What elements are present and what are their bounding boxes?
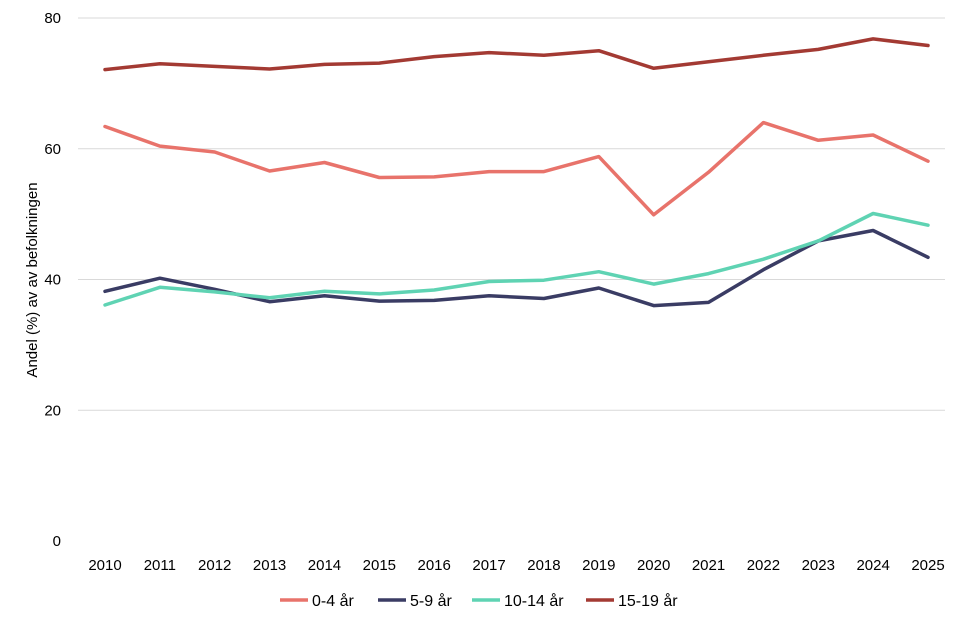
x-tick-label: 2018 — [527, 557, 560, 574]
legend-label: 10-14 år — [504, 592, 564, 610]
x-tick-label: 2023 — [802, 557, 835, 574]
series-line-3 — [103, 37, 930, 72]
legend-label: 0-4 år — [312, 592, 354, 610]
x-tick-label: 2015 — [363, 557, 396, 574]
x-tick-label: 2019 — [582, 557, 615, 574]
y-tick-label: 80 — [44, 10, 61, 27]
series-line-0 — [103, 120, 930, 217]
y-tick-label: 60 — [44, 141, 61, 158]
x-tick-label: 2010 — [88, 557, 121, 574]
x-tick-label: 2011 — [144, 557, 176, 574]
x-tick-label: 2012 — [198, 557, 231, 574]
series-line-2 — [103, 211, 930, 307]
x-tick-label: 2025 — [911, 557, 944, 574]
x-tick-label: 2017 — [472, 557, 505, 574]
x-tick-label: 2022 — [747, 557, 780, 574]
gridlines — [78, 17, 945, 411]
x-tick-label: 2013 — [253, 557, 286, 574]
legend: 0-4 år 5-9 år 10-14 år 15-19 år — [280, 592, 678, 610]
series-lines — [103, 37, 930, 308]
y-axis-title: Andel (%) av av befolkningen — [24, 182, 41, 377]
legend-label: 5-9 år — [410, 592, 452, 610]
x-tick-label: 2020 — [637, 557, 670, 574]
y-tick-label: 40 — [44, 272, 61, 289]
x-tick-label: 2014 — [308, 557, 341, 574]
x-tick-label: 2024 — [856, 557, 889, 574]
y-tick-label: 0 — [53, 533, 61, 550]
x-tick-label: 2016 — [418, 557, 451, 574]
x-tick-label: 2021 — [692, 557, 725, 574]
legend-label: 15-19 år — [618, 592, 678, 610]
y-axis-ticks: 0 20 40 60 80 — [44, 10, 61, 550]
x-axis-ticks: 2010 2011 2012 2013 2014 2015 2016 2017 2018 2019… — [88, 557, 944, 574]
y-tick-label: 20 — [44, 402, 61, 419]
